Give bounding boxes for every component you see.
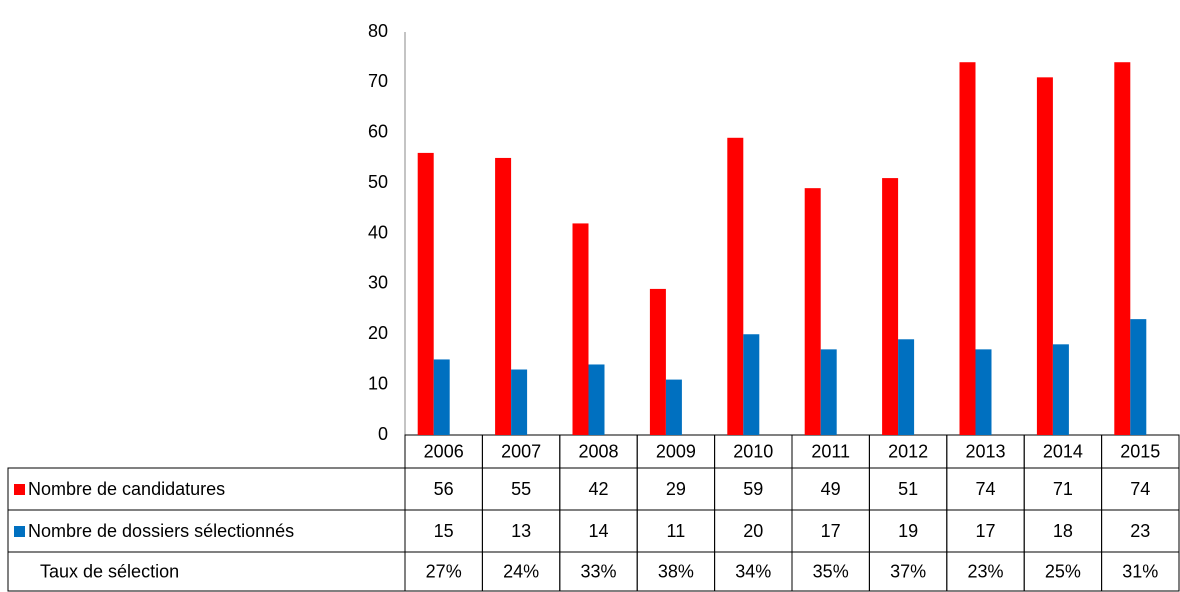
x-tick-label: 2006 [424, 441, 464, 461]
bar [511, 369, 528, 435]
bar [495, 157, 512, 435]
table-value: 29 [666, 479, 686, 499]
bar [417, 152, 434, 435]
x-tick-label: 2007 [501, 441, 541, 461]
legend-swatch [14, 526, 25, 537]
bar [727, 137, 744, 435]
table-value: 55 [511, 479, 531, 499]
x-tick-label: 2013 [965, 441, 1005, 461]
table-value: 74 [975, 479, 995, 499]
bar [882, 178, 899, 435]
table-value: 27% [426, 561, 462, 581]
x-tick-label: 2008 [578, 441, 618, 461]
bar [820, 349, 837, 435]
x-tick-label: 2014 [1043, 441, 1083, 461]
table-value: 33% [580, 561, 616, 581]
row-label: Taux de sélection [40, 561, 179, 581]
bar [665, 379, 682, 435]
y-tick-label: 30 [368, 273, 388, 293]
bar [975, 349, 992, 435]
x-tick-label: 2011 [811, 441, 850, 461]
table-value: 51 [898, 479, 918, 499]
bar [804, 188, 821, 435]
table-value: 49 [821, 479, 841, 499]
table-value: 23% [967, 561, 1003, 581]
legend-swatch [14, 484, 25, 495]
table-value: 25% [1045, 561, 1081, 581]
table-value: 20 [743, 521, 763, 541]
table-value: 38% [658, 561, 694, 581]
y-tick-label: 70 [368, 71, 388, 91]
bar [649, 288, 666, 435]
x-tick-label: 2015 [1120, 441, 1160, 461]
y-tick-label: 40 [368, 222, 388, 242]
table-value: 11 [667, 521, 686, 541]
y-tick-label: 80 [368, 21, 388, 41]
bar [1036, 77, 1053, 436]
legend-label: Nombre de dossiers sélectionnés [28, 521, 294, 541]
table-value: 17 [975, 521, 995, 541]
table-value: 23 [1130, 521, 1150, 541]
table-value: 34% [735, 561, 771, 581]
table-value: 71 [1053, 479, 1073, 499]
x-tick-label: 2010 [733, 441, 773, 461]
y-tick-label: 0 [378, 424, 388, 444]
x-tick-label: 2009 [656, 441, 696, 461]
table-value: 42 [588, 479, 608, 499]
table-value: 56 [434, 479, 454, 499]
table-value: 19 [898, 521, 918, 541]
y-tick-label: 60 [368, 122, 388, 142]
table-value: 37% [890, 561, 926, 581]
bar [588, 364, 605, 435]
x-tick-label: 2012 [888, 441, 928, 461]
table-value: 31% [1122, 561, 1158, 581]
table-value: 14 [588, 521, 608, 541]
table-cell [1101, 551, 1180, 592]
table-value: 13 [511, 521, 531, 541]
bar [1114, 62, 1131, 435]
bar [959, 62, 976, 435]
table-value: 17 [821, 521, 841, 541]
table-value: 18 [1053, 521, 1073, 541]
table-value: 35% [813, 561, 849, 581]
y-tick-label: 50 [368, 172, 388, 192]
bar [898, 339, 915, 435]
table-value: 15 [434, 521, 454, 541]
bar [433, 359, 450, 435]
bar [572, 223, 589, 435]
table-value: 59 [743, 479, 763, 499]
bar [1052, 344, 1069, 435]
table-value: 74 [1130, 479, 1150, 499]
y-tick-label: 20 [368, 323, 388, 343]
y-tick-label: 10 [368, 373, 388, 393]
legend-label: Nombre de candidatures [28, 479, 225, 499]
bar [743, 334, 760, 435]
bar [1130, 319, 1147, 435]
table-value: 24% [503, 561, 539, 581]
